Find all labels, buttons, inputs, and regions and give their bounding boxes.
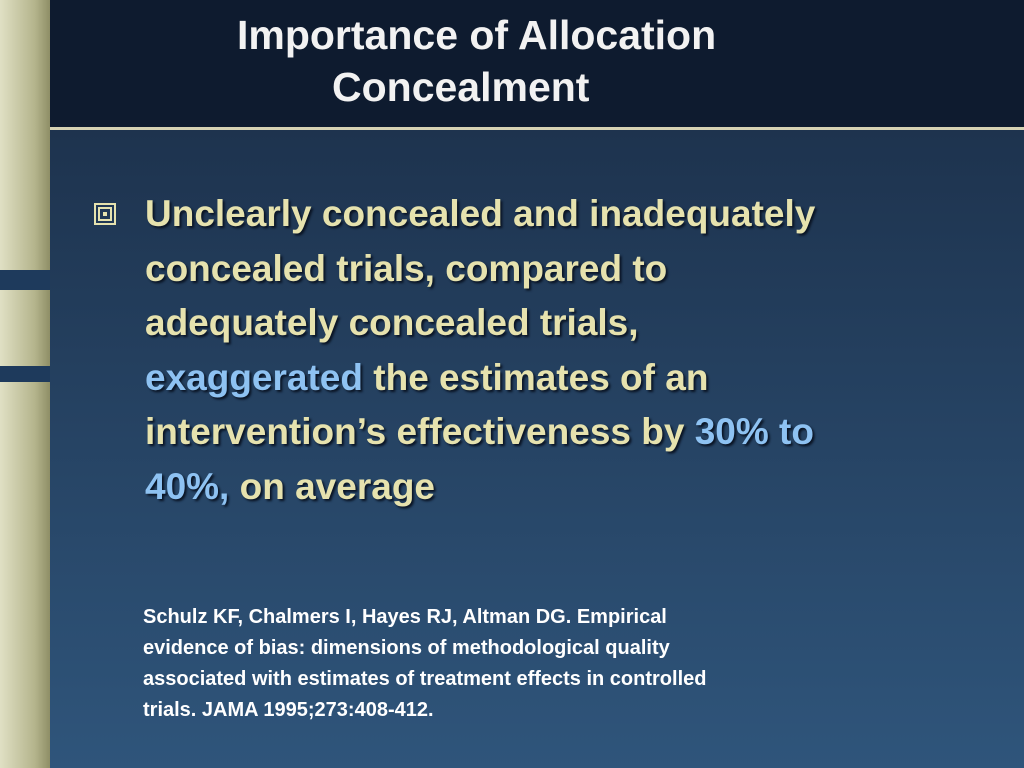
body-text: adequately concealed trials,	[145, 302, 639, 343]
title-line: Importance of Allocation	[237, 12, 717, 58]
side-strip	[0, 0, 50, 768]
bullet-icon	[94, 203, 116, 225]
bullet-line: exaggerated the estimates of an	[145, 351, 815, 406]
reference-line: associated with estimates of treatment e…	[143, 668, 707, 690]
bullet-line: adequately concealed trials,	[145, 296, 815, 351]
reference: Schulz KF, Chalmers I, Hayes RJ, Altman …	[143, 602, 706, 726]
body-text: the estimates of an	[363, 356, 709, 398]
body-text: intervention’s effectiveness by	[145, 411, 695, 452]
reference-line: evidence of bias: dimensions of methodol…	[143, 637, 670, 659]
emphasis-text: 40%,	[145, 465, 230, 507]
strip-band	[0, 366, 50, 382]
emphasis-text: exaggerated	[145, 356, 363, 398]
reference-line: Schulz KF, Chalmers I, Hayes RJ, Altman …	[143, 606, 667, 628]
reference-line: trials. JAMA 1995;273:408-412.	[143, 699, 434, 721]
title-line: Concealment	[332, 64, 590, 110]
bullet-line: concealed trials, compared to	[145, 242, 815, 297]
body-text: concealed trials, compared to	[145, 247, 668, 289]
strip-band	[0, 270, 50, 290]
body-text: on average	[229, 465, 435, 507]
bullet-line: 40%, on average	[145, 460, 815, 515]
emphasis-text: 30% to	[694, 411, 814, 452]
bullet-line: Unclearly concealed and inadequately	[145, 187, 815, 242]
header-rule	[50, 127, 1024, 130]
bullet-line: intervention’s effectiveness by 30% to	[145, 405, 815, 460]
header	[50, 0, 1024, 127]
body-text: Unclearly concealed and inadequately	[145, 193, 816, 234]
bullet-text: Unclearly concealed and inadequately conc…	[145, 187, 815, 514]
